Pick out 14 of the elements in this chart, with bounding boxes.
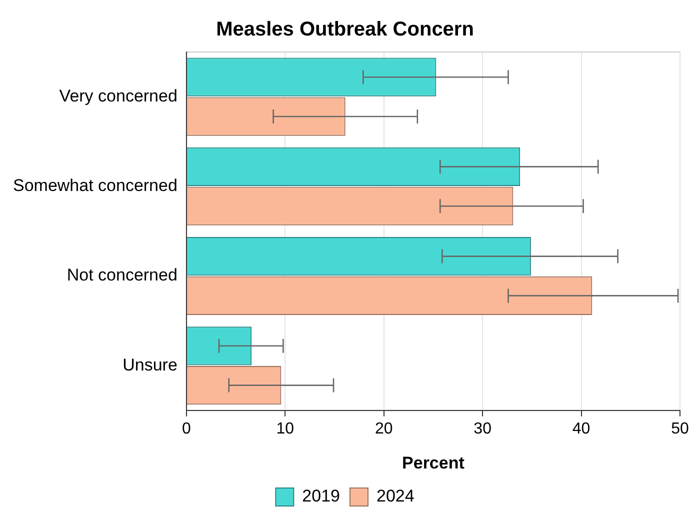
x-tick-label: 20 [374, 420, 393, 438]
y-tick-label: Very concerned [59, 86, 178, 106]
x-axis-title: Percent [402, 453, 465, 472]
y-tick-label: Not concerned [66, 266, 178, 285]
x-tick-label: 40 [572, 420, 590, 438]
x-tick-label: 50 [671, 420, 689, 438]
x-tick-label: 10 [276, 420, 294, 438]
chart-title: Measles Outbreak Concern [216, 18, 474, 41]
x-tick-label: 0 [182, 420, 191, 438]
y-tick-label: Somewhat concerned [12, 176, 178, 196]
legend-label: 2024 [376, 486, 414, 506]
legend-label: 2019 [302, 486, 340, 506]
y-tick-label: Unsure [122, 355, 178, 374]
x-tick-label: 30 [474, 420, 492, 438]
